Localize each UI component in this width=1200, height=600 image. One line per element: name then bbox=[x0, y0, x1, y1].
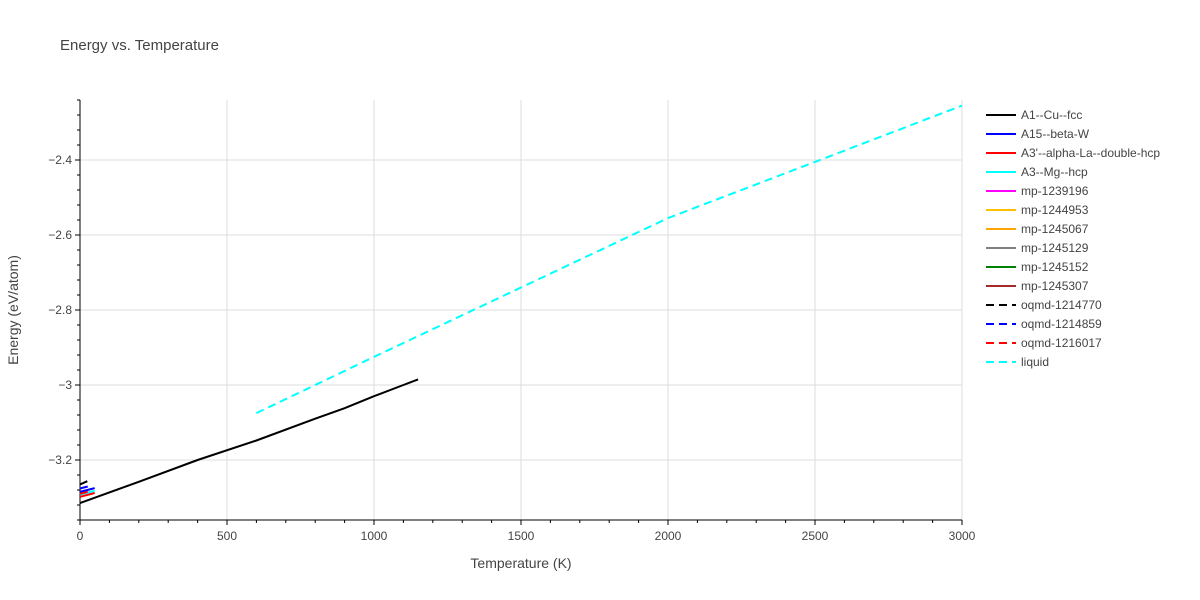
legend-item[interactable]: mp-1245152 bbox=[986, 260, 1089, 274]
legend-label: mp-1245307 bbox=[1021, 279, 1089, 293]
legend-label: oqmd-1216017 bbox=[1021, 336, 1102, 350]
y-tick-label: −2.4 bbox=[48, 153, 72, 167]
legend-item[interactable]: oqmd-1216017 bbox=[986, 336, 1102, 350]
y-tick-label: −3 bbox=[58, 378, 72, 392]
legend-item[interactable]: A15--beta-W bbox=[986, 127, 1090, 141]
legend-item[interactable]: A1--Cu--fcc bbox=[986, 108, 1082, 122]
legend-label: A3--Mg--hcp bbox=[1021, 165, 1088, 179]
y-axis-title: Energy (eV/atom) bbox=[5, 255, 21, 365]
legend-label: mp-1245129 bbox=[1021, 241, 1089, 255]
y-tick-label: −2.8 bbox=[48, 303, 72, 317]
y-tick-label: −2.6 bbox=[48, 228, 72, 242]
y-tick-label: −3.2 bbox=[48, 453, 72, 467]
legend-item[interactable]: mp-1245067 bbox=[986, 222, 1089, 236]
legend-label: mp-1245067 bbox=[1021, 222, 1089, 236]
series-line-oqmd-1214859 bbox=[79, 484, 93, 490]
series-layer bbox=[79, 104, 963, 505]
legend-item[interactable]: mp-1239196 bbox=[986, 184, 1089, 198]
x-axis-title: Temperature (K) bbox=[470, 555, 571, 571]
legend-item[interactable]: A3--Mg--hcp bbox=[986, 165, 1088, 179]
tick-labels: 0 500 1000 1500 2000 2500 3000 −3.2 −3 −2.8 −2.6 −2… bbox=[48, 153, 975, 543]
chart-title: Energy vs. Temperature bbox=[60, 37, 219, 54]
legend-item[interactable]: mp-1245129 bbox=[986, 241, 1089, 255]
legend-label: oqmd-1214859 bbox=[1021, 317, 1102, 331]
legend-item[interactable]: A3'--alpha-La--double-hcp bbox=[986, 146, 1160, 160]
legend-label: A3'--alpha-La--double-hcp bbox=[1021, 146, 1160, 160]
x-tick-label: 0 bbox=[77, 529, 84, 543]
legend-item[interactable]: liquid bbox=[986, 355, 1049, 369]
legend-label: oqmd-1214770 bbox=[1021, 298, 1102, 312]
legend-label: A15--beta-W bbox=[1021, 127, 1090, 141]
gridlines bbox=[80, 100, 963, 520]
legend-label: mp-1245152 bbox=[1021, 260, 1089, 274]
legend[interactable]: A1--Cu--fcc A15--beta-W A3'--alpha-La--dou… bbox=[986, 108, 1160, 369]
x-tick-label: 3000 bbox=[949, 529, 976, 543]
legend-item[interactable]: oqmd-1214770 bbox=[986, 298, 1102, 312]
legend-label: liquid bbox=[1021, 355, 1049, 369]
legend-label: A1--Cu--fcc bbox=[1021, 108, 1082, 122]
series-line-oqmd-1214770 bbox=[79, 479, 90, 486]
legend-label: mp-1239196 bbox=[1021, 184, 1089, 198]
legend-item[interactable]: mp-1244953 bbox=[986, 203, 1089, 217]
series-line-liquid bbox=[255, 104, 963, 415]
series-line-a15-beta-w bbox=[79, 487, 95, 493]
legend-item[interactable]: oqmd-1214859 bbox=[986, 317, 1102, 331]
legend-label: mp-1244953 bbox=[1021, 203, 1089, 217]
x-tick-label: 2500 bbox=[802, 529, 829, 543]
series-line-a1-cu-fcc bbox=[79, 378, 419, 505]
series-line-oqmd-1216017 bbox=[79, 489, 93, 495]
x-tick-label: 500 bbox=[217, 529, 237, 543]
x-tick-label: 2000 bbox=[655, 529, 682, 543]
series-line-a3-alpha-la-double-hcp bbox=[79, 492, 95, 498]
legend-item[interactable]: mp-1245307 bbox=[986, 279, 1089, 293]
x-tick-label: 1000 bbox=[361, 529, 388, 543]
x-tick-label: 1500 bbox=[508, 529, 535, 543]
axes bbox=[75, 99, 963, 525]
